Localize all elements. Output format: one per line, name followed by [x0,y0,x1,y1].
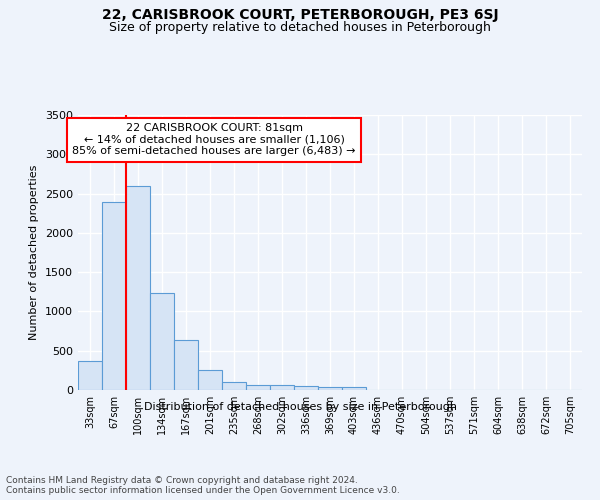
Bar [222,382,246,390]
Text: 22 CARISBROOK COURT: 81sqm
← 14% of detached houses are smaller (1,106)
85% of s: 22 CARISBROOK COURT: 81sqm ← 14% of deta… [73,123,356,156]
Text: 22, CARISBROOK COURT, PETERBOROUGH, PE3 6SJ: 22, CARISBROOK COURT, PETERBOROUGH, PE3 … [101,8,499,22]
Bar [270,386,294,390]
Bar [174,340,198,390]
Bar [102,202,126,390]
Bar [198,370,222,390]
Bar [318,387,342,390]
Text: Contains HM Land Registry data © Crown copyright and database right 2024.
Contai: Contains HM Land Registry data © Crown c… [6,476,400,495]
Text: Distribution of detached houses by size in Peterborough: Distribution of detached houses by size … [143,402,457,412]
Text: Size of property relative to detached houses in Peterborough: Size of property relative to detached ho… [109,22,491,35]
Bar [150,292,174,390]
Bar [78,360,102,390]
Y-axis label: Number of detached properties: Number of detached properties [29,165,40,340]
Bar [246,385,270,390]
Bar [342,387,366,390]
Bar [294,386,318,390]
Bar [126,186,150,390]
